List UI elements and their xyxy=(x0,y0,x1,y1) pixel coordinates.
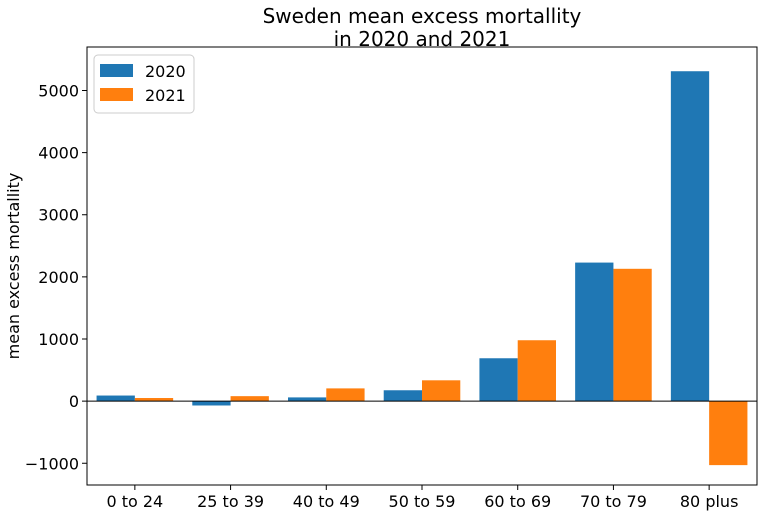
bar-2020-80-plus xyxy=(670,71,710,402)
x-tick-label-0-to-24: 0 to 24 xyxy=(106,492,163,511)
legend-swatch-2020 xyxy=(100,64,133,77)
bar-2021-25-to-39 xyxy=(230,396,269,402)
x-tick-label-70-to-79: 70 to 79 xyxy=(580,492,647,511)
bar-2020-50-to-59 xyxy=(383,390,422,402)
legend-swatch-2021 xyxy=(100,88,133,101)
y-tick-label: −1000 xyxy=(25,454,79,473)
x-tick-label-80-plus: 80 plus xyxy=(680,492,739,511)
bar-2020-60-to-69 xyxy=(479,358,518,402)
y-tick-label: 4000 xyxy=(38,144,79,163)
y-axis: −1000 0 1000 2000 3000 4000 5000 xyxy=(25,81,87,473)
bar-2020-25-to-39 xyxy=(192,401,231,406)
bar-2020-40-to-49 xyxy=(288,397,327,402)
y-tick-label: 5000 xyxy=(38,81,79,100)
bar-2021-40-to-49 xyxy=(326,388,365,402)
bar-2021-0-to-24 xyxy=(134,398,174,402)
legend: 2020 2021 xyxy=(93,54,195,114)
bar-2020-70-to-79 xyxy=(575,262,614,402)
bar-2021-60-to-69 xyxy=(517,340,556,402)
x-tick-label-50-to-59: 50 to 59 xyxy=(389,492,456,511)
bar-2021-70-to-79 xyxy=(613,268,652,402)
bar-2020-0-to-24 xyxy=(96,395,135,402)
x-tick-label-60-to-69: 60 to 69 xyxy=(484,492,551,511)
x-tick-label-40-to-49: 40 to 49 xyxy=(293,492,360,511)
bar-2021-80-plus xyxy=(709,401,748,466)
x-tick-label-25-to-39: 25 to 39 xyxy=(197,492,264,511)
legend-label-2020: 2020 xyxy=(145,62,186,81)
bars-group xyxy=(96,71,748,466)
x-axis: 0 to 24 25 to 39 40 to 49 50 to 59 60 to 69 7… xyxy=(106,485,738,511)
y-axis-label: mean excess mortallity xyxy=(4,173,23,360)
chart-title-line-1: Sweden mean excess mortallity xyxy=(263,4,582,28)
bar-2021-50-to-59 xyxy=(422,380,461,402)
y-tick-label: 2000 xyxy=(38,268,79,287)
y-tick-label: 0 xyxy=(69,392,79,411)
legend-label-2021: 2021 xyxy=(145,86,186,105)
y-tick-label: 1000 xyxy=(38,330,79,349)
y-tick-label: 3000 xyxy=(38,206,79,225)
